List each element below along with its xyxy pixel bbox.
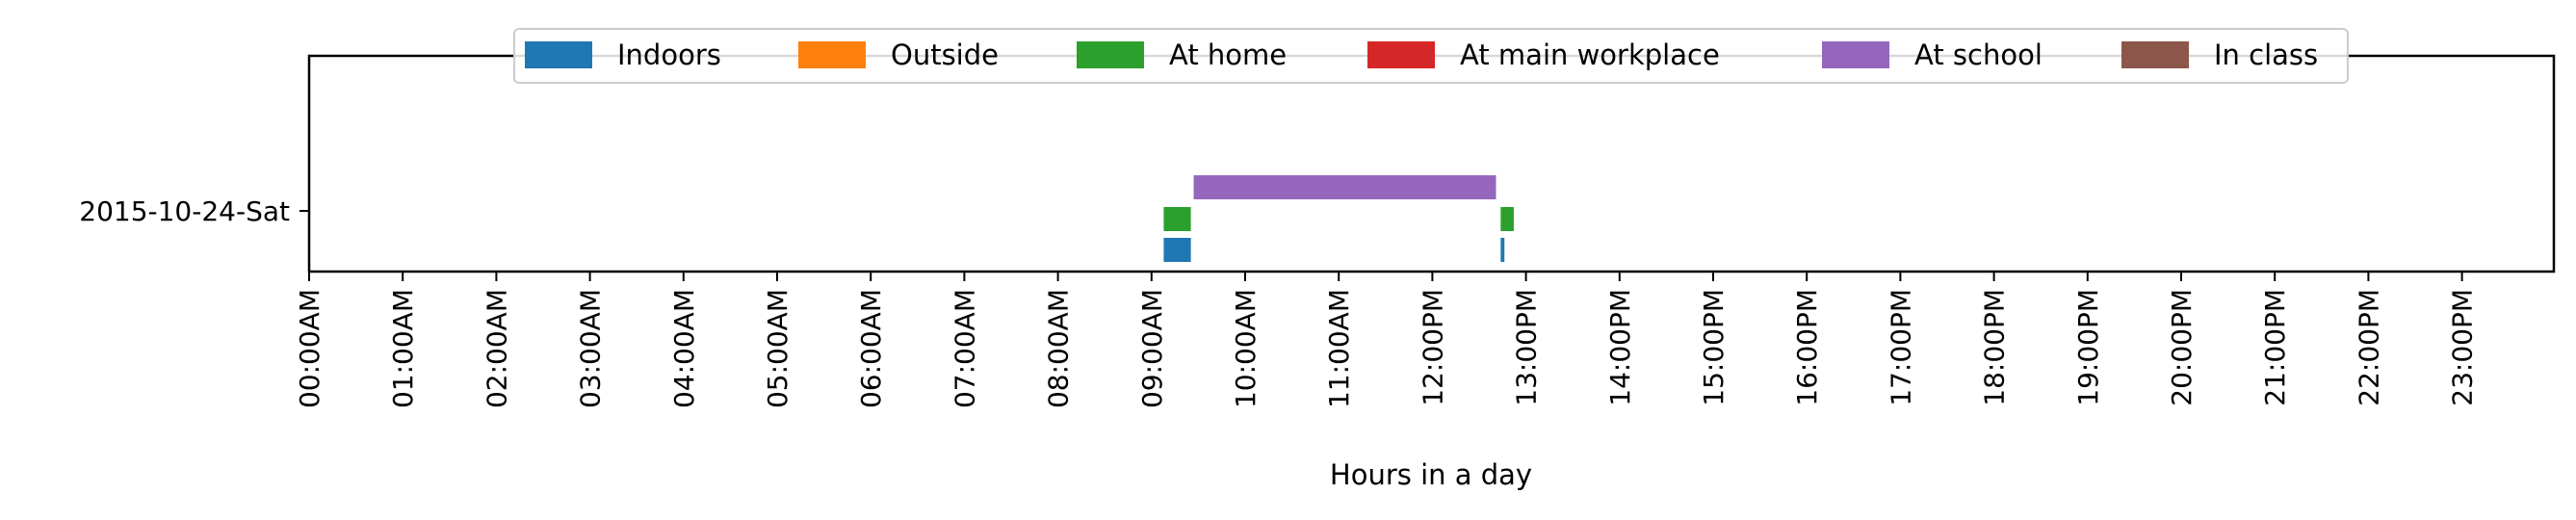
x-tick-label: 08:00AM: [1043, 289, 1075, 408]
legend-swatch-at-school: [1822, 41, 1889, 68]
x-tick-label: 03:00AM: [575, 289, 607, 408]
x-axis-ticks: 00:00AM 01:00AM 02:00AM 03:00AM 04:00AM 05:00…: [294, 272, 2479, 408]
x-tick-label: 17:00PM: [1885, 289, 1916, 406]
x-tick-label: 19:00PM: [2072, 289, 2104, 406]
legend-swatch-outside: [798, 41, 866, 68]
x-tick-label: 05:00AM: [762, 289, 794, 408]
x-tick-label: 09:00AM: [1136, 289, 1168, 408]
x-tick-label: 11:00AM: [1323, 289, 1355, 408]
x-tick-label: 22:00PM: [2353, 289, 2384, 406]
legend-swatch-in-class: [2121, 41, 2189, 68]
x-tick-label: 01:00AM: [387, 289, 419, 408]
legend-label-in-class: In class: [2214, 39, 2318, 71]
legend-label-at-school: At school: [1914, 39, 2043, 71]
legend-label-outside: Outside: [891, 39, 999, 71]
at-home-bar: [1500, 207, 1514, 231]
x-tick-label: 20:00PM: [2166, 289, 2198, 406]
legend-label-indoors: Indoors: [617, 39, 721, 71]
legend-swatch-indoors: [525, 41, 592, 68]
legend-label-at-home: At home: [1169, 39, 1287, 71]
indoors-bar: [1500, 238, 1505, 262]
at-home-bar: [1163, 207, 1191, 231]
x-axis-label: Hours in a day: [1330, 458, 1532, 491]
legend: Indoors Outside At home At main workplace At…: [513, 28, 2349, 84]
x-tick-label: 12:00PM: [1417, 289, 1448, 406]
legend-swatch-at-main-workplace: [1367, 41, 1435, 68]
x-tick-label: 15:00PM: [1698, 289, 1730, 406]
y-axis-ticks: 2015-10-24-Sat: [79, 195, 309, 227]
x-tick-label: 07:00AM: [949, 289, 980, 408]
x-tick-label: 23:00PM: [2447, 289, 2479, 406]
x-tick-label: 10:00AM: [1230, 289, 1262, 408]
x-tick-label: 13:00PM: [1511, 289, 1543, 406]
x-tick-label: 18:00PM: [1979, 289, 2011, 406]
x-tick-label: 14:00PM: [1604, 289, 1636, 406]
x-tick-label: 00:00AM: [294, 289, 325, 408]
x-tick-label: 02:00AM: [481, 289, 512, 408]
x-tick-label: 06:00AM: [855, 289, 887, 408]
x-tick-label: 16:00PM: [1791, 289, 1823, 406]
activity-bars: [1163, 175, 1514, 262]
x-tick-label: 04:00AM: [668, 289, 700, 408]
at-school-bar: [1193, 175, 1496, 199]
y-tick-label: 2015-10-24-Sat: [79, 195, 290, 227]
legend-label-at-main-workplace: At main workplace: [1460, 39, 1720, 71]
indoors-bar: [1163, 238, 1191, 262]
x-tick-label: 21:00PM: [2259, 289, 2291, 406]
plot-area-frame: [307, 54, 2556, 273]
legend-swatch-at-home: [1077, 41, 1144, 68]
